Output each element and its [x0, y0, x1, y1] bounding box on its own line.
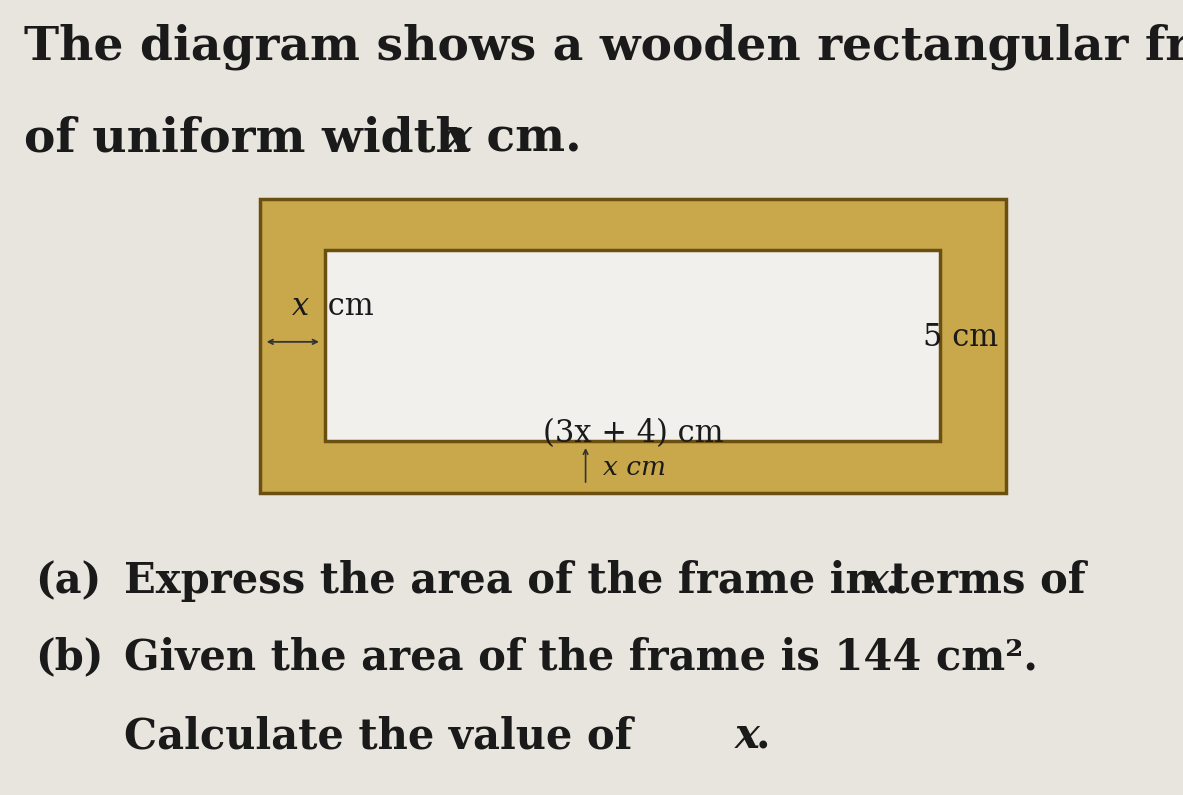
Text: Calculate the value of: Calculate the value of — [124, 716, 647, 758]
Text: .: . — [756, 716, 770, 758]
Text: cm.: cm. — [470, 115, 581, 161]
Text: (a): (a) — [35, 560, 102, 603]
Text: cm: cm — [318, 291, 374, 322]
Text: (b): (b) — [35, 636, 104, 678]
Text: x: x — [735, 716, 759, 758]
Text: x: x — [292, 291, 310, 322]
Text: Given the area of the frame is 144 cm².: Given the area of the frame is 144 cm². — [124, 636, 1039, 678]
Bar — [260, 199, 1006, 493]
Text: x cm: x cm — [603, 455, 666, 479]
Text: Express the area of the frame in terms of: Express the area of the frame in terms o… — [124, 560, 1100, 603]
Text: (3x + 4) cm: (3x + 4) cm — [543, 418, 723, 448]
Text: of uniform width: of uniform width — [24, 115, 486, 161]
Text: 5 cm: 5 cm — [923, 323, 998, 353]
Text: x: x — [444, 115, 472, 161]
Text: The diagram shows a wooden rectangular frame: The diagram shows a wooden rectangular f… — [24, 24, 1183, 70]
Text: x: x — [864, 560, 888, 603]
Bar — [325, 250, 940, 441]
Text: .: . — [885, 560, 899, 603]
